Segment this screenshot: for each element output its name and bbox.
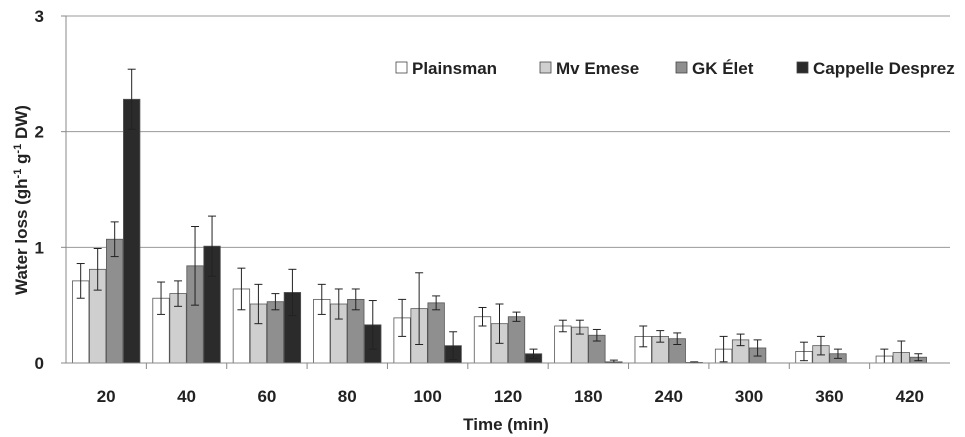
y-axis-title: Water loss (gh-1 g-1 DW) xyxy=(12,105,31,295)
bar xyxy=(106,238,124,364)
error-bars xyxy=(76,68,923,364)
x-tick-labels: 20 40 60 80 100 120 180 240 300 360 420 xyxy=(97,363,924,406)
legend: Plainsman Mv Emese GK Élet Cappelle Desprez xyxy=(395,59,955,78)
y-tick-label: 2 xyxy=(35,123,44,142)
x-tick-label: 360 xyxy=(815,387,843,406)
x-tick-label: 420 xyxy=(896,387,924,406)
x-tick-label: 80 xyxy=(338,387,357,406)
x-tick-label: 20 xyxy=(97,387,116,406)
x-axis-title: Time (min) xyxy=(463,415,549,434)
legend-swatch xyxy=(539,61,552,74)
bar xyxy=(123,98,141,364)
y-tick-label: 3 xyxy=(35,7,44,26)
x-tick-label: 100 xyxy=(413,387,441,406)
legend-label: Plainsman xyxy=(412,59,497,78)
x-tick-label: 240 xyxy=(655,387,683,406)
x-tick-label: 40 xyxy=(177,387,196,406)
legend-swatch xyxy=(395,61,408,74)
x-tick-label: 60 xyxy=(257,387,276,406)
gridlines xyxy=(66,15,950,248)
bar xyxy=(507,316,526,364)
legend-label: Mv Emese xyxy=(556,59,639,78)
x-tick-label: 120 xyxy=(494,387,522,406)
legend-swatch xyxy=(796,61,809,74)
y-tick-label: 0 xyxy=(35,354,44,373)
legend-swatch xyxy=(675,61,688,74)
bar xyxy=(266,301,285,364)
legend-label: Cappelle Desprez xyxy=(813,59,955,78)
bar xyxy=(427,302,445,364)
x-tick-label: 300 xyxy=(735,387,763,406)
legend-label: GK Élet xyxy=(692,59,754,78)
x-tick-label: 180 xyxy=(574,387,602,406)
y-tick-label: 1 xyxy=(35,238,44,257)
y-tick-labels: 0 1 2 3 xyxy=(35,7,66,373)
